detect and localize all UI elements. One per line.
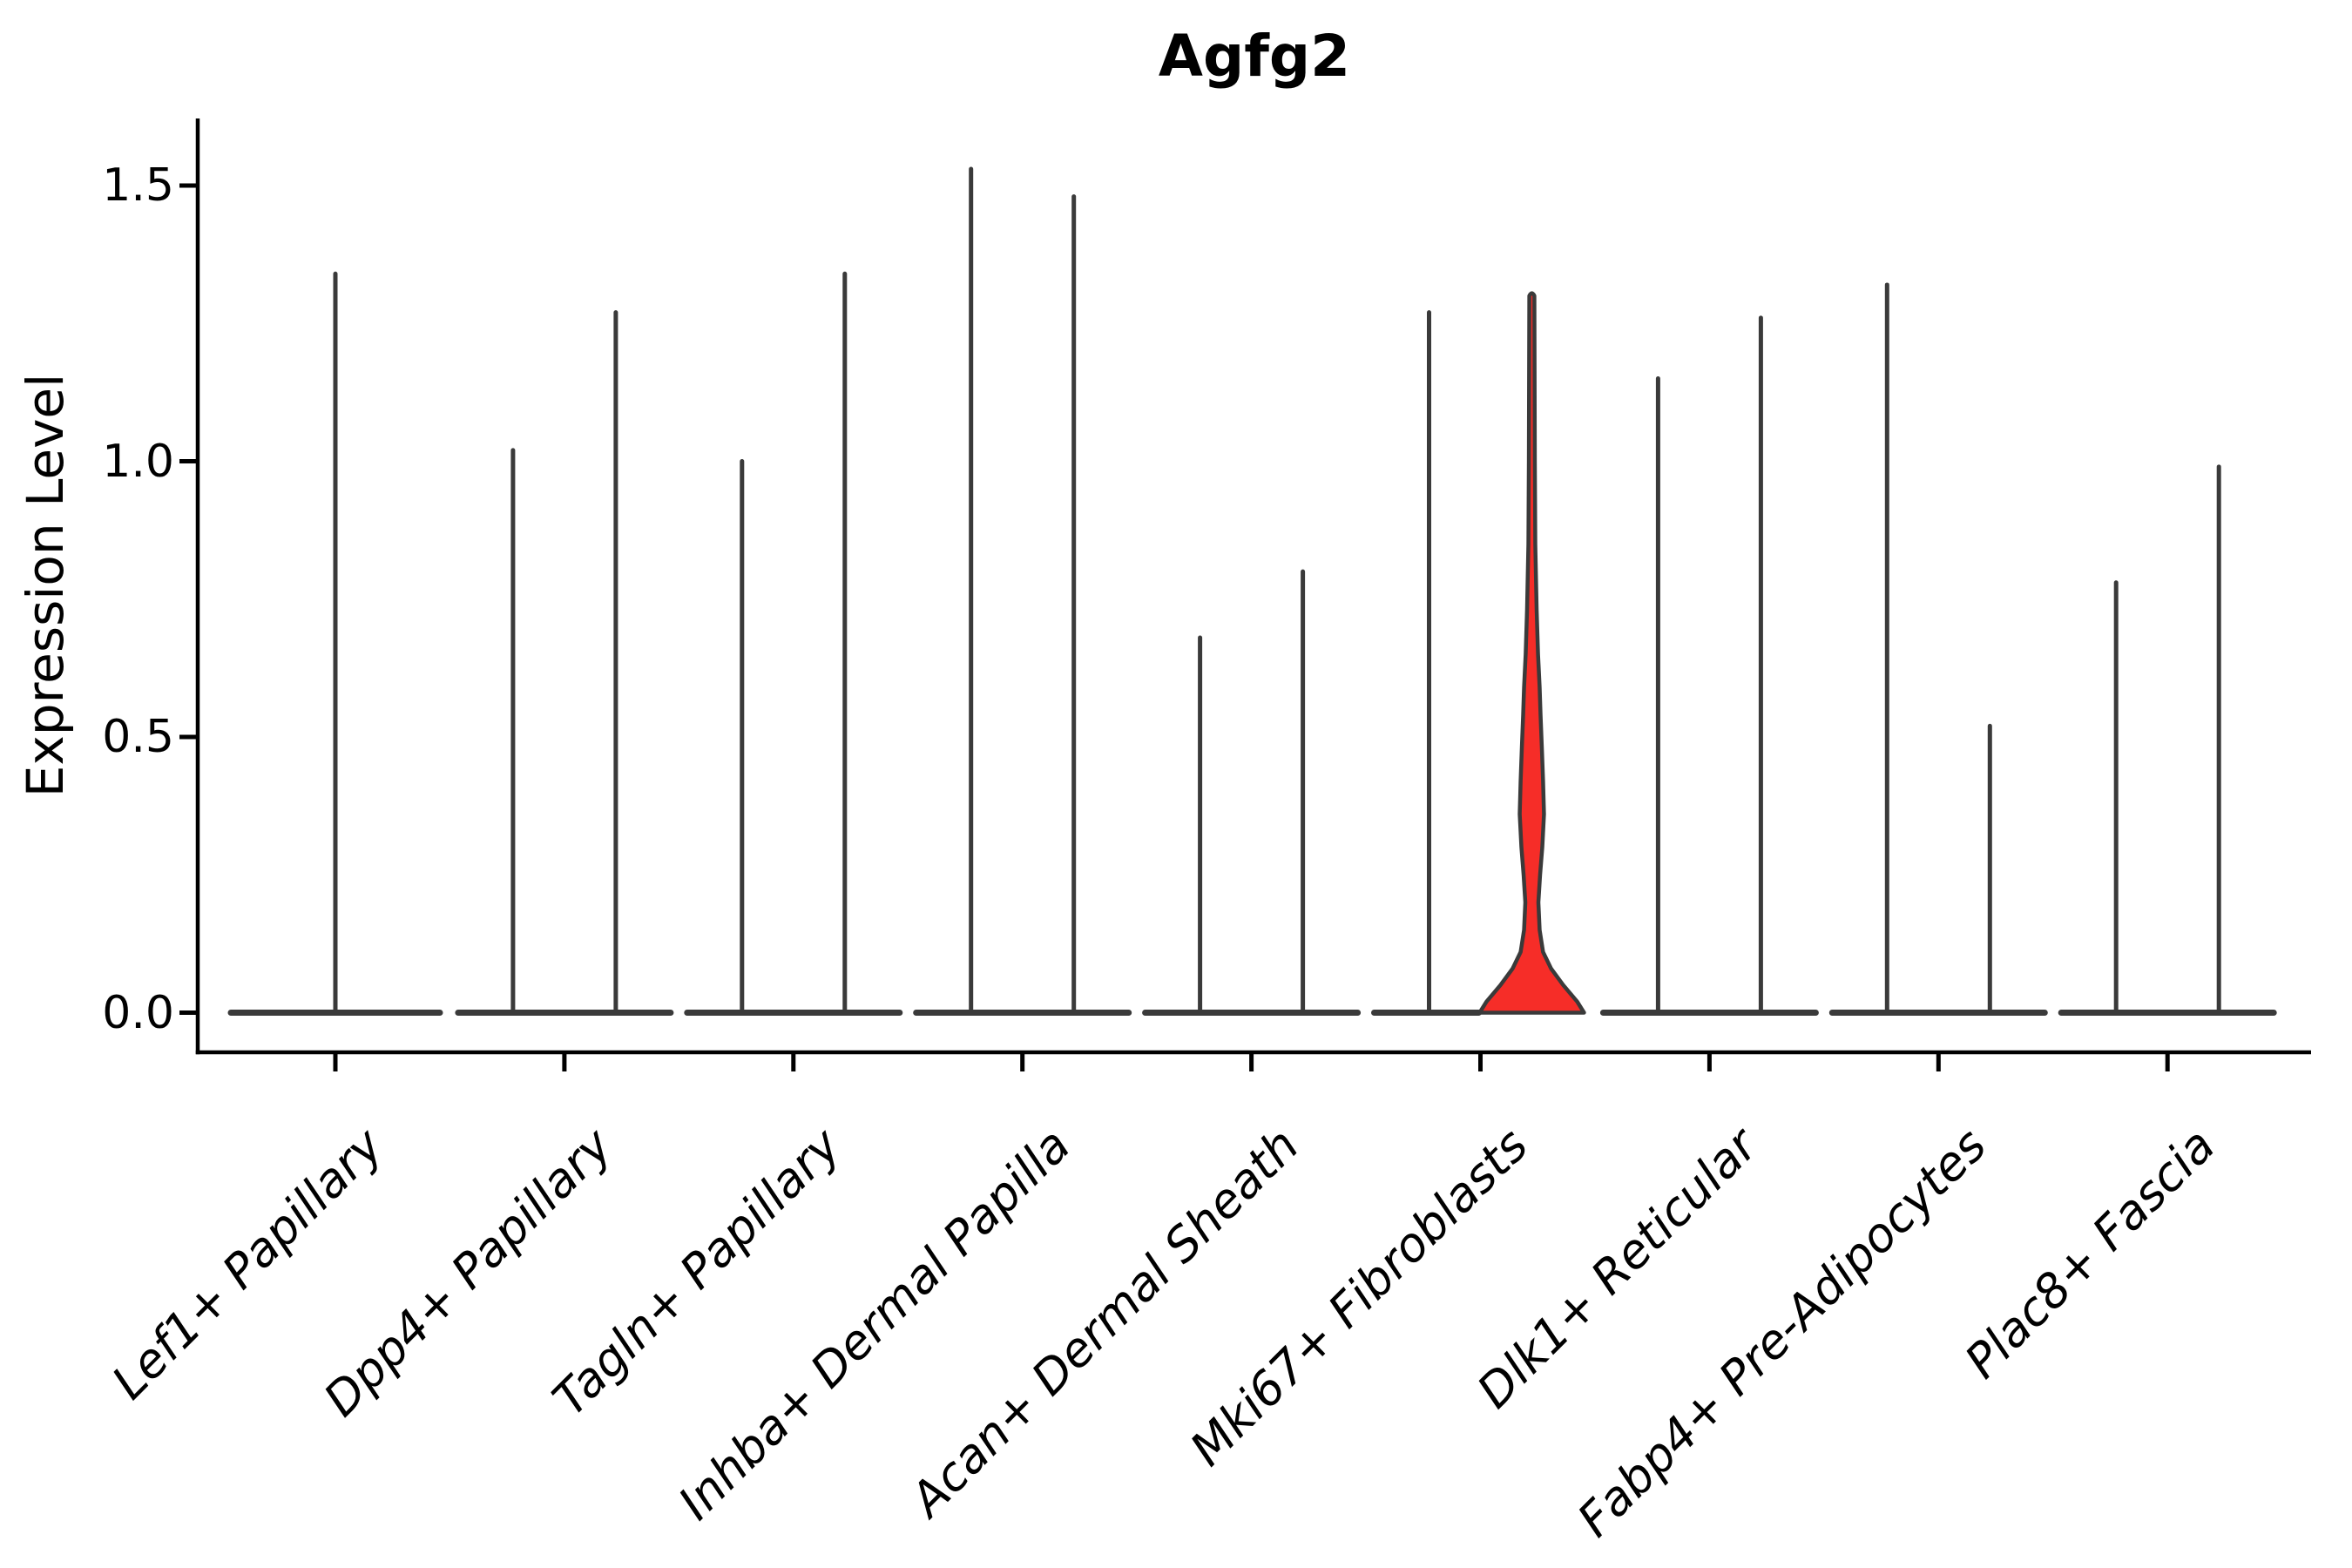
y-tick-label: 0.5: [102, 711, 174, 763]
highlight-violin: [1477, 291, 1586, 1015]
y-tick-label: 1.5: [102, 159, 174, 212]
y-tick-label: 0.0: [102, 986, 174, 1039]
chart-title: Agfg2: [1158, 23, 1351, 90]
y-tick-label: 1.0: [102, 435, 174, 488]
